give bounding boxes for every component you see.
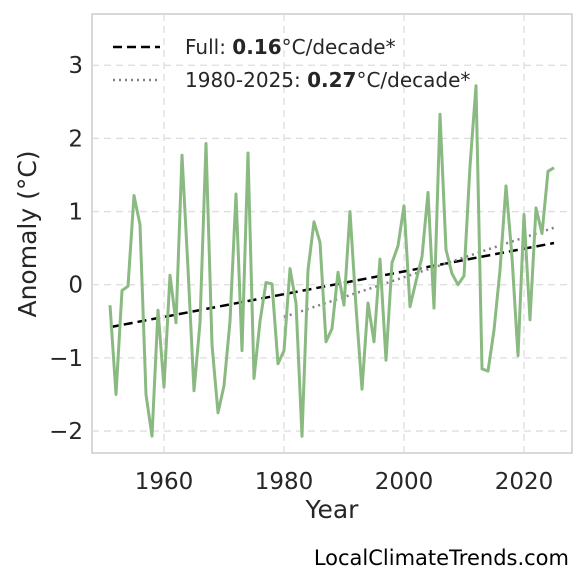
x-tick-label: 2000 bbox=[375, 469, 434, 495]
series-lines bbox=[108, 84, 555, 438]
x-tick-label: 2020 bbox=[495, 469, 554, 495]
x-tick-label: 1960 bbox=[135, 469, 194, 495]
x-tick-label: 1980 bbox=[255, 469, 314, 495]
y-axis-label: Anomaly (°C) bbox=[13, 150, 42, 317]
y-tick-label: −2 bbox=[49, 419, 83, 445]
legend-entry-full: Full: 0.16°C/decade* bbox=[185, 35, 396, 59]
legend-entry-recent: 1980-2025: 0.27°C/decade* bbox=[185, 68, 470, 92]
y-tick-label: 1 bbox=[68, 200, 83, 226]
site-credit: LocalClimateTrends.com bbox=[313, 546, 569, 570]
trend-lines bbox=[109, 226, 555, 329]
anomaly-series-line bbox=[108, 84, 555, 438]
plot-area bbox=[91, 13, 573, 454]
y-tick-label: 0 bbox=[68, 273, 83, 299]
tick-labels: 1960 1980 2000 2020 −2 −1 0 1 2 3 bbox=[49, 53, 553, 495]
legend: Full: 0.16°C/decade* 1980-2025: 0.27°C/d… bbox=[113, 35, 470, 92]
y-tick-label: 3 bbox=[68, 53, 83, 79]
y-tick-label: 2 bbox=[68, 126, 83, 152]
trend-line-full bbox=[109, 241, 555, 329]
x-axis-label: Year bbox=[305, 495, 360, 524]
y-tick-label: −1 bbox=[49, 346, 83, 372]
